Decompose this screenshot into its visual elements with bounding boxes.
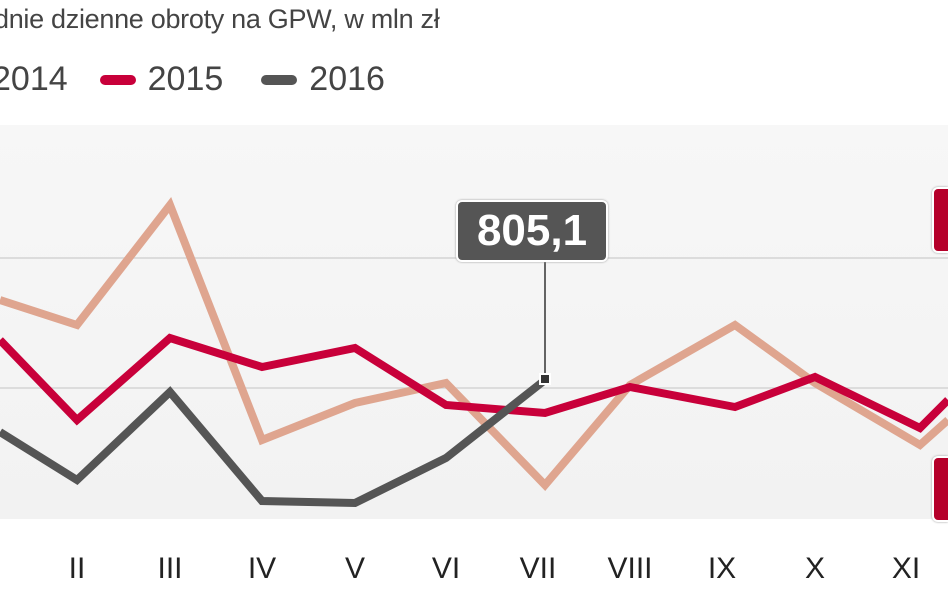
x-label: X (804, 552, 826, 585)
legend-swatch-2016 (261, 74, 298, 85)
x-label: IX (707, 552, 737, 585)
series-2015-line (0, 333, 948, 433)
value-callout: 805,1 (456, 200, 608, 262)
callout-marker (539, 373, 551, 385)
x-label: VI (431, 552, 461, 585)
legend-label-2016: 2016 (309, 60, 385, 98)
legend: 2014 2015 2016 (0, 60, 417, 99)
legend-label-2015: 2015 (147, 60, 224, 98)
x-label: III (157, 552, 183, 585)
series-2014-line (0, 196, 948, 491)
legend-item-2015: 2015 (99, 60, 224, 99)
legend-item-2014: 2014 (0, 60, 68, 99)
x-label: II (68, 552, 86, 585)
side-tag-bottom (932, 456, 948, 522)
legend-label-2014: 2014 (0, 60, 68, 98)
legend-swatch-2015 (99, 74, 136, 85)
chart-title: dnie dzienne obroty na GPW, w mln zł (0, 4, 440, 34)
plot-area (0, 125, 948, 519)
side-tag-top (932, 187, 948, 253)
legend-item-2016: 2016 (255, 60, 385, 99)
x-axis: II III IV V VI VII VIII IX X XI (0, 552, 948, 592)
x-label: VIII (607, 552, 653, 585)
series-2016-line (0, 376, 548, 508)
x-label: XI (891, 552, 921, 585)
x-label: VII (519, 552, 557, 585)
x-label: IV (247, 552, 277, 585)
x-label: V (344, 552, 366, 585)
